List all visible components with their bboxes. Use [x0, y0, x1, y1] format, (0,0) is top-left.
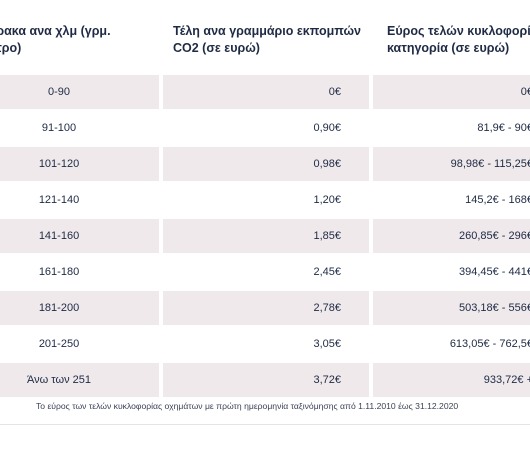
table-row: Άνω των 251 3,72€ 933,72€ + [0, 361, 530, 397]
header-fee-per-gram: Τέλη ανα γραμμάριο εκπομπών CO2 (σε ευρώ… [159, 17, 369, 73]
cell-fee-per-gram: 2,45€ [159, 253, 369, 289]
header-fee-range: Εύρος τελών κυκλοφορίας κατηγορία (σε ευ… [369, 17, 530, 73]
header-emissions-line2: όμετρο) [0, 41, 22, 55]
cell-emission-range: 121-140 [0, 181, 159, 217]
cell-emission-range: 141-160 [0, 217, 159, 253]
table-footnote: Το εύρος των τελών κυκλοφορίας οχημάτων … [36, 401, 459, 411]
table-row: 121-140 1,20€ 145,2€ - 168€ [0, 181, 530, 217]
table-row: 91-100 0,90€ 81,9€ - 90€ [0, 109, 530, 145]
header-emissions-line1: άνθρακα ανα χλμ (γρμ. [0, 24, 111, 38]
table-row: 161-180 2,45€ 394,45€ - 441€ [0, 253, 530, 289]
cell-fee-range: 933,72€ + [369, 361, 530, 397]
cell-fee-per-gram: 0,90€ [159, 109, 369, 145]
cell-emission-range: 161-180 [0, 253, 159, 289]
cell-fee-per-gram: 2,78€ [159, 289, 369, 325]
cell-emission-range: 181-200 [0, 289, 159, 325]
cell-fee-range: 81,9€ - 90€ [369, 109, 530, 145]
table-row: 141-160 1,85€ 260,85€ - 296€ [0, 217, 530, 253]
cell-fee-range: 613,05€ - 762,5€ [369, 325, 530, 361]
cell-emission-range: 91-100 [0, 109, 159, 145]
header-fee-range-line1: Εύρος τελών κυκλοφορίας [387, 24, 530, 38]
table-row: 181-200 2,78€ 503,18€ - 556€ [0, 289, 530, 325]
cell-fee-range: 145,2€ - 168€ [369, 181, 530, 217]
header-emissions: άνθρακα ανα χλμ (γρμ. όμετρο) [0, 17, 159, 73]
header-fee-per-gram-line2: CO2 (σε ευρώ) [173, 41, 260, 55]
table-row: 0-90 0€ 0€ [0, 73, 530, 109]
cell-fee-per-gram: 1,20€ [159, 181, 369, 217]
cell-emission-range: Άνω των 251 [0, 361, 159, 397]
cell-emission-range: 0-90 [0, 73, 159, 109]
cell-fee-range: 98,98€ - 115,25€ [369, 145, 530, 181]
cell-fee-range: 394,45€ - 441€ [369, 253, 530, 289]
cell-fee-range: 260,85€ - 296€ [369, 217, 530, 253]
cell-emission-range: 101-120 [0, 145, 159, 181]
fees-table: άνθρακα ανα χλμ (γρμ. όμετρο) Τέλη ανα γ… [0, 17, 530, 397]
cell-fee-per-gram: 0€ [159, 73, 369, 109]
divider [0, 424, 530, 425]
cell-fee-per-gram: 3,05€ [159, 325, 369, 361]
header-fee-range-line2: κατηγορία (σε ευρώ) [387, 41, 510, 55]
table-row: 201-250 3,05€ 613,05€ - 762,5€ [0, 325, 530, 361]
cell-fee-per-gram: 3,72€ [159, 361, 369, 397]
cell-emission-range: 201-250 [0, 325, 159, 361]
cell-fee-per-gram: 1,85€ [159, 217, 369, 253]
table-header-row: άνθρακα ανα χλμ (γρμ. όμετρο) Τέλη ανα γ… [0, 17, 530, 73]
cell-fee-range: 0€ [369, 73, 530, 109]
cell-fee-range: 503,18€ - 556€ [369, 289, 530, 325]
cell-fee-per-gram: 0,98€ [159, 145, 369, 181]
table-row: 101-120 0,98€ 98,98€ - 115,25€ [0, 145, 530, 181]
header-fee-per-gram-line1: Τέλη ανα γραμμάριο εκπομπών [173, 24, 362, 38]
